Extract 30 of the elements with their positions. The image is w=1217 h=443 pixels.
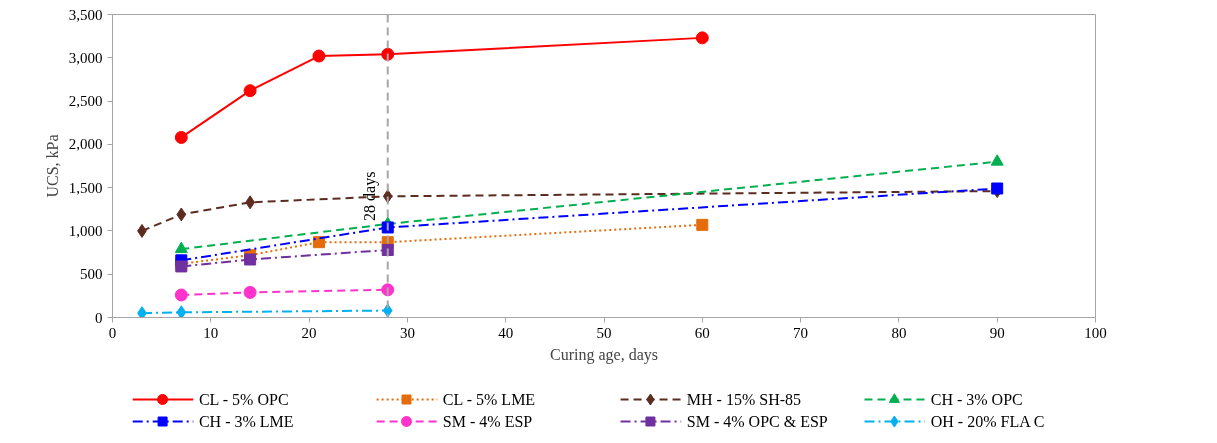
y-tick-label: 0 [95, 309, 103, 326]
x-tick-label: 20 [301, 324, 317, 341]
x-tick-label: 60 [694, 324, 710, 341]
legend-label: SM - 4% OPC & ESP [686, 413, 828, 430]
x-tick-label: 80 [891, 324, 907, 341]
x-tick-label: 90 [989, 324, 1005, 341]
y-tick-label: 500 [80, 266, 103, 283]
y-tick-label: 1,000 [68, 222, 103, 239]
y-axis-title: UCS, kPa [43, 134, 61, 198]
y-tick-label: 3,500 [68, 6, 103, 23]
ref-line-label: 28 days [360, 171, 379, 221]
y-tick-label: 2,500 [68, 93, 103, 110]
x-tick-label: 30 [399, 324, 415, 341]
legend-label: CH - 3% LME [198, 413, 294, 430]
legend-label: SM - 4% ESP [442, 413, 533, 430]
legend-label: MH - 15% SH-85 [686, 391, 802, 408]
y-tick-label: 1,500 [68, 179, 103, 196]
x-tick-label: 50 [596, 324, 612, 341]
x-tick-label: 100 [1084, 324, 1107, 341]
y-tick-label: 3,000 [68, 49, 103, 66]
legend-label: CL - 5% LME [442, 391, 536, 408]
x-axis-title: Curing age, days [550, 345, 658, 364]
legend-label: OH - 20% FLA C [930, 413, 1045, 430]
legend-label: CL - 5% OPC [198, 391, 289, 408]
x-tick-label: 40 [498, 324, 514, 341]
y-tick-label: 2,000 [68, 136, 103, 153]
legend-label: CH - 3% OPC [930, 391, 1023, 408]
x-tick-label: 10 [203, 324, 219, 341]
x-tick-label: 70 [793, 324, 809, 341]
x-tick-label: 0 [108, 324, 117, 341]
